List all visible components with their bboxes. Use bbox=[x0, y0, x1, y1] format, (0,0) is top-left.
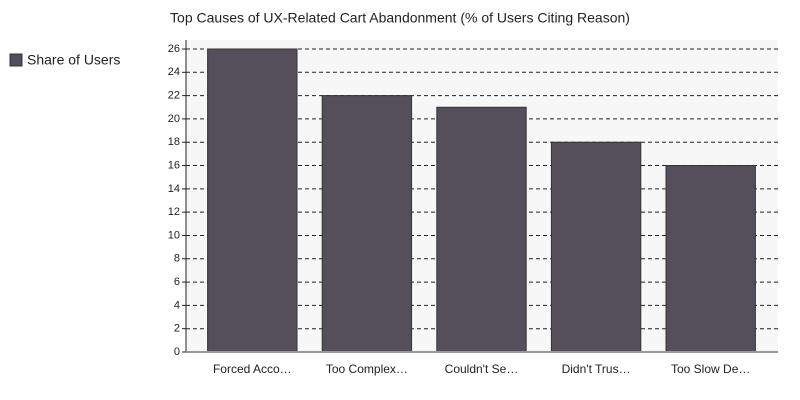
legend-swatch bbox=[9, 53, 23, 67]
y-tick-label: 12 bbox=[168, 206, 180, 218]
chart-title: Top Causes of UX-Related Cart Abandonmen… bbox=[170, 10, 630, 26]
x-tick-label: Didn't Trus… bbox=[562, 362, 631, 376]
bar bbox=[665, 165, 756, 353]
y-tick-label: 6 bbox=[174, 276, 180, 288]
y-tick-label: 20 bbox=[168, 113, 180, 125]
y-tick-label: 4 bbox=[174, 299, 180, 311]
y-tick-label: 18 bbox=[168, 136, 180, 148]
y-tick-label: 24 bbox=[168, 66, 180, 78]
bar bbox=[321, 95, 413, 353]
y-tick-label: 2 bbox=[174, 323, 180, 335]
bar bbox=[550, 141, 642, 353]
y-tick-label: 0 bbox=[174, 346, 180, 358]
x-tick-label: Forced Acco… bbox=[213, 362, 292, 376]
bar bbox=[436, 106, 527, 353]
y-tick-label: 10 bbox=[168, 229, 180, 241]
x-tick-label: Too Slow De… bbox=[671, 362, 750, 376]
y-tick-label: 26 bbox=[168, 43, 180, 55]
bar bbox=[207, 48, 298, 353]
y-tick-label: 8 bbox=[174, 253, 180, 265]
legend-label: Share of Users bbox=[27, 52, 120, 68]
y-tick-label: 16 bbox=[168, 159, 180, 171]
x-tick-label: Too Complex… bbox=[326, 362, 408, 376]
x-tick-label: Couldn't Se… bbox=[445, 362, 519, 376]
y-tick-label: 14 bbox=[168, 183, 180, 195]
y-tick-label: 22 bbox=[168, 90, 180, 102]
